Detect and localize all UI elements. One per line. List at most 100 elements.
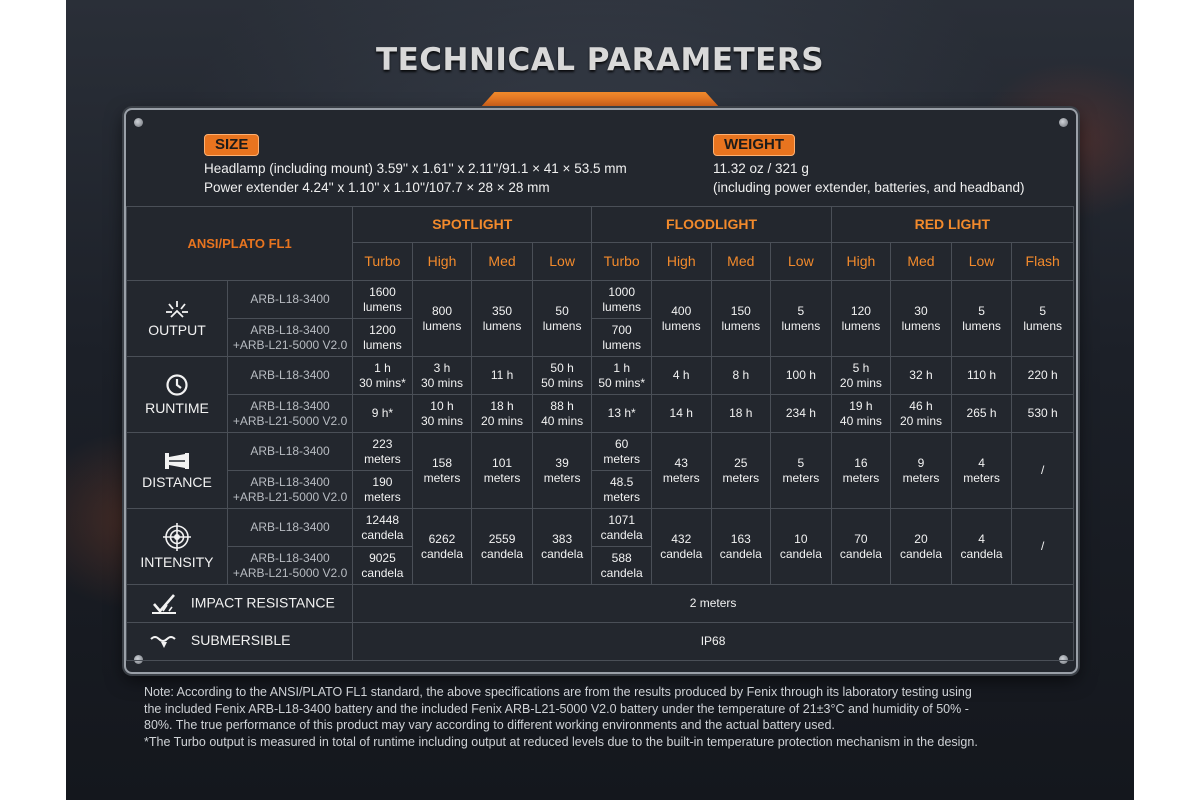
table-cell: 18 h <box>710 394 772 433</box>
table-cell: 5 lumens <box>770 280 832 357</box>
mode-header: High <box>650 242 712 281</box>
table-cell: 32 h <box>890 356 952 395</box>
table-cell: 30 lumens <box>890 280 952 357</box>
table-cell: 2559 candela <box>471 508 533 585</box>
table-cell: 3 h 30 mins <box>411 356 473 395</box>
size-headlamp: Headlamp (including mount) 3.59'' x 1.61… <box>204 161 627 176</box>
table-cell: 9 h* <box>352 394 413 433</box>
group-red-light: RED LIGHT <box>830 206 1075 243</box>
distance-label: DISTANCE <box>142 474 212 490</box>
table-cell: 12448 candela <box>352 508 413 547</box>
mode-header: Med <box>890 242 952 281</box>
footnote-line: the included Fenix ARB-L18-3400 battery … <box>144 701 969 716</box>
model-label: ARB-L18-3400 <box>226 356 354 395</box>
model-label: ARB-L18-3400 <box>226 508 354 547</box>
mode-header: High <box>830 242 892 281</box>
table-cell: 10 h 30 mins <box>411 394 473 433</box>
output-category: OUTPUT <box>126 280 228 357</box>
table-cell: 9025 candela <box>352 546 413 585</box>
table-cell: / <box>1011 508 1074 585</box>
table-cell: 8 h <box>710 356 772 395</box>
runtime-label: RUNTIME <box>145 400 209 416</box>
table-cell: 350 lumens <box>471 280 533 357</box>
table-cell: 16 meters <box>830 432 892 509</box>
mode-header: High <box>411 242 473 281</box>
screw-icon <box>1059 118 1068 127</box>
table-header-row: ANSI/PLATO FL1 SPOTLIGHT FLOODLIGHT RED … <box>126 206 1075 281</box>
light-burst-icon <box>165 301 188 318</box>
group-floodlight: FLOODLIGHT <box>591 206 832 243</box>
table-row: INTENSITY ARB-L18-3400 12448 candela 6262… <box>126 508 1074 585</box>
distance-category: DISTANCE <box>126 432 228 509</box>
table-cell: 588 candela <box>591 546 652 585</box>
table-cell: 48.5 meters <box>591 470 652 509</box>
table-cell: 220 h <box>1011 356 1074 395</box>
mode-header: Med <box>710 242 772 281</box>
mode-header: Turbo <box>591 242 652 281</box>
table-row: DISTANCE ARB-L18-3400 223 meters 158 meter… <box>126 432 1074 509</box>
table-cell: 1 h 50 mins* <box>591 356 652 395</box>
group-spotlight: SPOTLIGHT <box>352 206 593 243</box>
table-row: ARB-L18-3400 +ARB-L21-5000 V2.0 1200 lumen… <box>127 318 1074 357</box>
intensity-label: INTENSITY <box>140 554 214 570</box>
intensity-category: INTENSITY <box>126 508 228 585</box>
table-cell: 70 candela <box>830 508 892 585</box>
table-cell: 223 meters <box>352 432 413 471</box>
model-label: ARB-L18-3400 +ARB-L21-5000 V2.0 <box>226 318 354 357</box>
table-cell: 39 meters <box>531 432 593 509</box>
table-cell: 5 meters <box>770 432 832 509</box>
model-label: ARB-L18-3400 +ARB-L21-5000 V2.0 <box>226 546 354 585</box>
mode-header: Low <box>770 242 832 281</box>
weight-info: 11.32 oz / 321 g (including power extend… <box>713 159 1024 197</box>
mode-header: Low <box>950 242 1013 281</box>
screw-icon <box>134 118 143 127</box>
impact-icon <box>152 593 176 614</box>
table-cell: 50 lumens <box>531 280 593 357</box>
table-cell: 1600 lumens <box>352 280 413 319</box>
table-cell: 110 h <box>950 356 1013 395</box>
table-cell: 10 candela <box>770 508 832 585</box>
clock-icon <box>166 374 188 396</box>
table-cell: 1000 lumens <box>591 280 652 319</box>
table-cell: 1200 lumens <box>352 318 413 357</box>
table-cell: 530 h <box>1011 394 1074 433</box>
table-cell: 19 h 40 mins <box>830 394 892 433</box>
table-cell: 88 h 40 mins <box>531 394 593 433</box>
wave-icon <box>150 635 176 648</box>
mode-header: Med <box>471 242 533 281</box>
table-mode-row: Turbo High Med Low Turbo High Med Low Hi… <box>127 242 1074 281</box>
table-cell: 43 meters <box>650 432 712 509</box>
ansi-label: ANSI/PLATO FL1 <box>126 206 354 281</box>
weight-note: (including power extender, batteries, an… <box>713 180 1025 195</box>
table-cell: 6262 candela <box>411 508 473 585</box>
model-label: ARB-L18-3400 +ARB-L21-5000 V2.0 <box>226 470 354 509</box>
table-cell: 190 meters <box>352 470 413 509</box>
table-cell: 150 lumens <box>710 280 772 357</box>
table-cell: 383 candela <box>531 508 593 585</box>
table-cell: 5 lumens <box>950 280 1013 357</box>
table-row: SUBMERSIBLE IP68 <box>126 622 1074 661</box>
footnote-line: *The Turbo output is measured in total o… <box>144 734 978 749</box>
table-cell: 60 meters <box>591 432 652 471</box>
model-label: ARB-L18-3400 <box>226 280 354 319</box>
impact-resistance-value: 2 meters <box>352 584 1074 623</box>
table-cell: 46 h 20 mins <box>890 394 952 433</box>
table-cell: 5 h 20 mins <box>830 356 892 395</box>
table-row: OUTPUT ARB-L18-3400 1600 lumens 800 lumens… <box>126 280 1074 357</box>
size-info: Headlamp (including mount) 3.59'' x 1.61… <box>204 159 627 197</box>
title-accent-tab <box>480 92 720 108</box>
table-cell: 13 h* <box>591 394 652 433</box>
page-title: TECHNICAL PARAMETERS <box>375 42 825 78</box>
size-badge: SIZE <box>204 134 260 156</box>
table-cell: 4 meters <box>950 432 1013 509</box>
beam-distance-icon <box>164 453 189 469</box>
weight-value: 11.32 oz / 321 g <box>713 161 809 176</box>
table-cell: 163 candela <box>710 508 772 585</box>
spec-panel: SIZE Headlamp (including mount) 3.59'' x… <box>124 108 1078 674</box>
size-power-extender: Power extender 4.24'' x 1.10'' x 1.10''/… <box>204 180 550 195</box>
table-cell: 18 h 20 mins <box>471 394 533 433</box>
mode-header: Low <box>531 242 593 281</box>
table-row: RUNTIME ARB-L18-3400 1 h 30 mins* 3 h 30 m… <box>126 356 1074 433</box>
weight-badge: WEIGHT <box>713 134 795 156</box>
table-cell: 120 lumens <box>830 280 892 357</box>
